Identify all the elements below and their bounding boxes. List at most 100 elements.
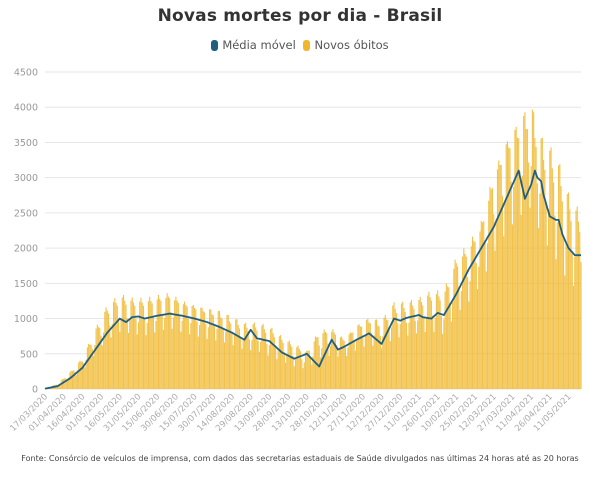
bar-new-deaths <box>256 330 258 389</box>
bar-new-deaths <box>424 331 426 389</box>
bar-new-deaths <box>493 214 495 389</box>
bar-new-deaths <box>579 231 581 389</box>
bar-new-deaths <box>291 347 293 389</box>
bar-new-deaths <box>91 348 93 389</box>
bar-new-deaths <box>111 323 113 389</box>
bar-new-deaths <box>159 298 161 389</box>
bar-new-deaths <box>380 348 383 389</box>
bar-new-deaths <box>514 129 516 390</box>
bar-new-deaths <box>208 309 211 389</box>
bar-new-deaths <box>450 321 452 389</box>
bar-new-deaths <box>64 377 66 389</box>
bar-new-deaths <box>445 283 447 389</box>
bar-new-deaths <box>575 210 577 389</box>
bar-new-deaths <box>382 336 384 389</box>
y-tick-label: 0 <box>32 385 38 396</box>
y-tick-label: 4000 <box>14 103 38 114</box>
bar-new-deaths <box>189 334 191 389</box>
bar-new-deaths <box>458 286 460 389</box>
bar-new-deaths <box>186 306 188 389</box>
bar-new-deaths <box>108 313 110 389</box>
bar-new-deaths <box>80 361 82 389</box>
bar-new-deaths <box>521 175 523 389</box>
bar-new-deaths <box>435 294 437 389</box>
bar-new-deaths <box>460 290 462 389</box>
bar-new-deaths <box>438 296 440 389</box>
bar-new-deaths <box>58 385 60 389</box>
bar-new-deaths <box>510 181 512 389</box>
bar-new-deaths <box>286 355 288 389</box>
bar-new-deaths <box>398 337 400 389</box>
bar-new-deaths <box>462 256 464 389</box>
bar-new-deaths <box>555 259 557 389</box>
bar-new-deaths <box>509 148 511 389</box>
bar-new-deaths <box>363 346 365 389</box>
bar-new-deaths <box>117 318 120 389</box>
bar-new-deaths <box>299 351 302 389</box>
bar-new-deaths <box>489 186 491 389</box>
bar-new-deaths <box>333 332 335 389</box>
bar-new-deaths <box>185 304 187 389</box>
bar-new-deaths <box>103 332 105 389</box>
bar-new-deaths <box>76 370 78 389</box>
bar-new-deaths <box>463 248 465 389</box>
bar-new-deaths <box>504 199 506 389</box>
bar-new-deaths <box>343 340 345 389</box>
bar-new-deaths <box>361 326 363 389</box>
bar-new-deaths <box>287 342 289 389</box>
bar-new-deaths <box>423 318 425 389</box>
bar-new-deaths <box>273 337 275 389</box>
y-axis-ticks: 0 500 1000 1500 2000 2500 3000 3500 4000 4500 <box>14 68 38 396</box>
y-tick-label: 4500 <box>14 68 38 79</box>
bar-new-deaths <box>134 305 136 389</box>
bar-new-deaths <box>86 347 88 389</box>
bar-new-deaths <box>553 182 555 389</box>
bar-new-deaths <box>324 332 327 389</box>
bar-new-deaths <box>516 137 518 389</box>
bar-new-deaths <box>233 335 236 389</box>
bar-new-deaths <box>414 320 416 389</box>
bar-new-deaths <box>112 301 115 389</box>
bar-new-deaths <box>442 333 444 389</box>
bar-new-deaths <box>232 345 234 389</box>
bar-new-deaths <box>377 325 379 389</box>
bar-new-deaths <box>571 253 573 389</box>
bar-new-deaths <box>141 302 143 389</box>
bar-new-deaths <box>405 322 408 389</box>
bar-new-deaths <box>480 220 482 389</box>
legend-item-moving-average[interactable]: Média móvel <box>211 38 296 52</box>
bar-new-deaths <box>66 381 68 389</box>
bar-new-deaths <box>125 304 127 389</box>
bar-new-deaths <box>65 378 67 389</box>
bar-new-deaths <box>155 320 157 389</box>
bar-new-deaths <box>88 343 90 389</box>
bar-new-deaths <box>551 168 553 389</box>
legend-item-new-deaths[interactable]: Novos óbitos <box>303 38 389 52</box>
bar-new-deaths <box>151 303 153 389</box>
bar-new-deaths <box>79 360 81 389</box>
bar-new-deaths <box>395 313 398 389</box>
bar-new-deaths <box>534 137 536 389</box>
bar-new-deaths <box>302 368 304 389</box>
bar-new-deaths <box>136 334 138 389</box>
bar-new-deaths <box>277 350 279 389</box>
bar-new-deaths <box>199 325 201 389</box>
bar-new-deaths <box>197 336 199 389</box>
bar-new-deaths <box>331 331 333 389</box>
bar-new-deaths <box>526 129 528 389</box>
bar-new-deaths <box>313 341 315 389</box>
bar-new-deaths <box>174 300 176 389</box>
bar-new-deaths <box>379 335 381 389</box>
bar-new-deaths <box>410 299 413 389</box>
grid-lines <box>45 71 581 390</box>
y-tick-label: 2500 <box>14 208 38 219</box>
bar-new-deaths <box>180 331 182 389</box>
bar-new-deaths <box>347 347 349 389</box>
bar-new-deaths <box>167 296 169 389</box>
bar-new-deaths <box>160 300 162 389</box>
bar-new-deaths <box>479 231 481 389</box>
bar-new-deaths <box>524 112 526 389</box>
bar-new-deaths <box>172 317 174 389</box>
bar-new-deaths <box>242 339 244 389</box>
y-tick-label: 3000 <box>14 173 38 184</box>
